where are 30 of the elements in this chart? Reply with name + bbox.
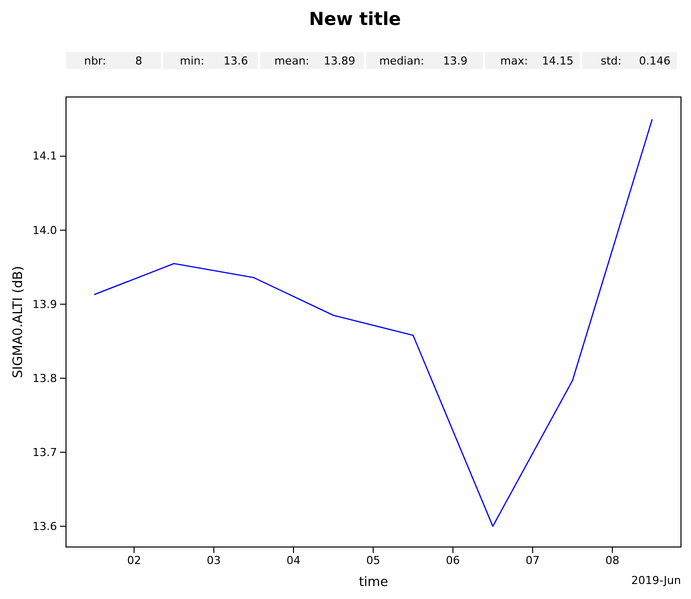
- x-tick-label: 08: [605, 554, 620, 567]
- y-tick-label: 13.6: [32, 520, 57, 533]
- chart-title: New title: [309, 9, 401, 30]
- y-tick-label: 13.7: [32, 446, 57, 459]
- x-axis-title: time: [358, 575, 388, 590]
- text: mean:: [274, 54, 310, 68]
- y-tick-label: 13.9: [32, 298, 57, 311]
- text: 0.146: [639, 54, 670, 68]
- y-tick-label: 14.1: [32, 150, 57, 163]
- x-tick-label: 02: [127, 554, 142, 567]
- x-tick-label: 07: [526, 554, 540, 567]
- y-axis-title: SIGMA0.ALTI (dB): [11, 266, 26, 378]
- text: min:: [180, 54, 204, 68]
- text: max:: [500, 54, 528, 68]
- x-tick-label: 03: [206, 554, 221, 567]
- text: 13.6: [224, 54, 248, 68]
- y-tick-label: 13.8: [32, 372, 57, 385]
- text: 13.89: [324, 54, 356, 68]
- text: std:: [600, 54, 622, 68]
- text: nbr:: [84, 54, 106, 68]
- x-tick-label: 06: [446, 554, 460, 567]
- x-tick-label: 05: [366, 554, 380, 567]
- y-tick-label: 14.0: [32, 224, 57, 237]
- text: 8: [135, 54, 142, 68]
- text: 13.9: [443, 54, 468, 68]
- text: median:: [379, 54, 424, 68]
- text: 2019-Jun: [631, 574, 682, 587]
- text: 14.15: [542, 54, 574, 68]
- x-tick-label: 04: [286, 554, 301, 567]
- line-series: [94, 118, 653, 527]
